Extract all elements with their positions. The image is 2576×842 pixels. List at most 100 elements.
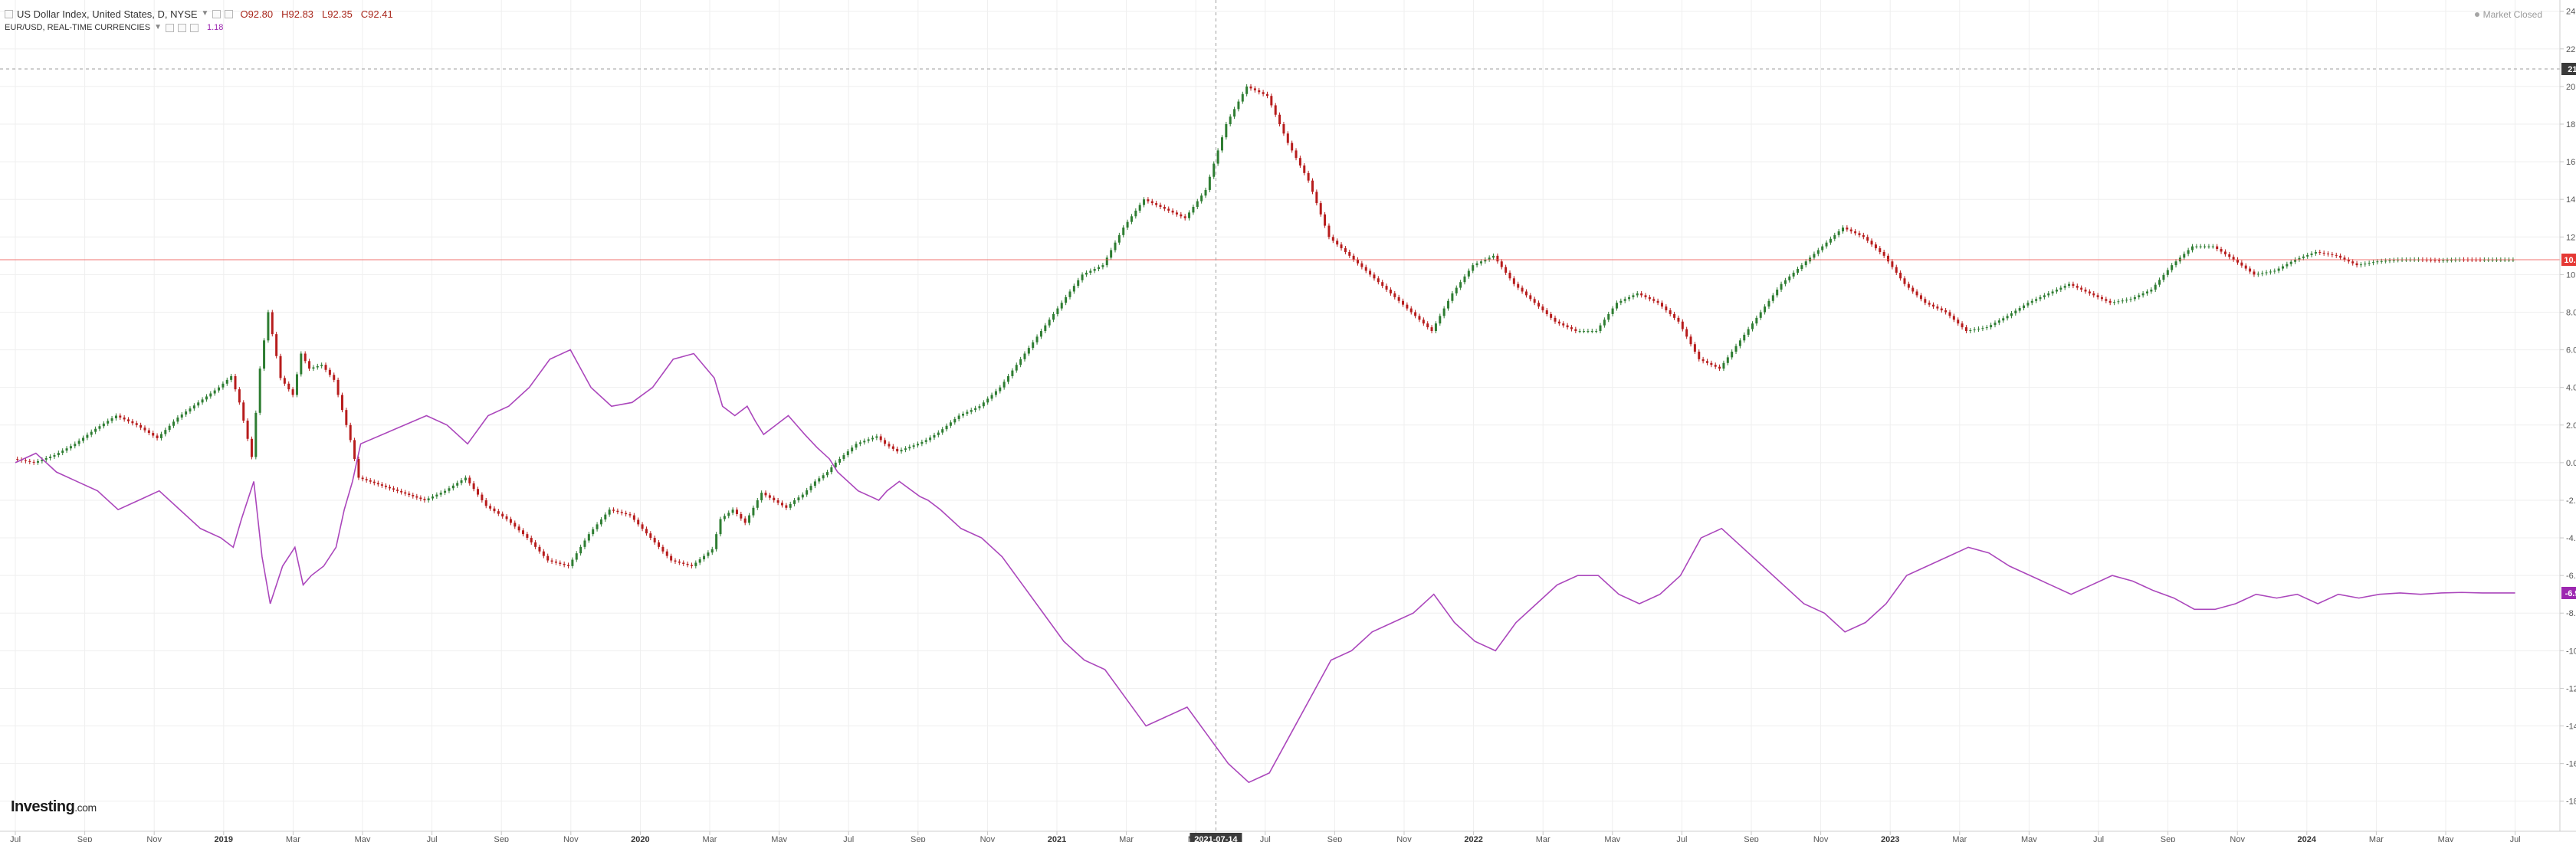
- candle-body[interactable]: [842, 455, 845, 459]
- candle-body[interactable]: [275, 334, 278, 356]
- candle-body[interactable]: [1213, 163, 1216, 177]
- candle-body[interactable]: [1665, 306, 1668, 311]
- candle-body[interactable]: [2096, 295, 2099, 297]
- candle-body[interactable]: [1015, 365, 1018, 371]
- candle-body[interactable]: [509, 519, 512, 523]
- candle-body[interactable]: [1352, 255, 1355, 260]
- candle-body[interactable]: [1385, 286, 1388, 290]
- candle-body[interactable]: [90, 431, 93, 435]
- candle-body[interactable]: [1705, 361, 1708, 363]
- candle-body[interactable]: [176, 417, 179, 422]
- candle-body[interactable]: [2063, 286, 2066, 288]
- candle-body[interactable]: [608, 509, 611, 515]
- candle-body[interactable]: [41, 459, 44, 461]
- candle-body[interactable]: [970, 410, 973, 412]
- candle-body[interactable]: [945, 425, 948, 430]
- candle-body[interactable]: [1784, 280, 1787, 284]
- candle-body[interactable]: [542, 551, 545, 556]
- candle-body[interactable]: [982, 402, 985, 407]
- candle-body[interactable]: [180, 414, 183, 418]
- hide-series-icon[interactable]: [225, 9, 234, 18]
- candle-body[interactable]: [246, 421, 249, 439]
- candle-body[interactable]: [238, 389, 241, 403]
- candle-body[interactable]: [1734, 346, 1738, 352]
- candle-body[interactable]: [1060, 303, 1063, 309]
- candle-body[interactable]: [592, 529, 595, 535]
- candle-body[interactable]: [884, 440, 887, 444]
- candle-body[interactable]: [735, 509, 738, 514]
- candle-body[interactable]: [1418, 316, 1421, 320]
- candle-body[interactable]: [579, 546, 582, 554]
- candle-body[interactable]: [1985, 327, 1988, 329]
- candle-body[interactable]: [197, 402, 200, 406]
- candle-body[interactable]: [1155, 203, 1158, 205]
- candle-body[interactable]: [966, 411, 969, 414]
- candle-body[interactable]: [1463, 276, 1466, 283]
- candle-body[interactable]: [785, 505, 788, 508]
- candle-body[interactable]: [846, 451, 849, 456]
- candle-body[interactable]: [1632, 295, 1635, 297]
- candle-body[interactable]: [287, 383, 290, 390]
- candle-body[interactable]: [2380, 260, 2383, 262]
- candle-body[interactable]: [604, 514, 607, 520]
- candle-body[interactable]: [102, 423, 105, 427]
- candle-body[interactable]: [990, 395, 993, 399]
- candle-body[interactable]: [900, 450, 903, 452]
- candle-body[interactable]: [404, 492, 407, 494]
- candle-body[interactable]: [37, 460, 40, 463]
- candle-body[interactable]: [340, 395, 343, 411]
- candle-body[interactable]: [2183, 254, 2186, 258]
- candle-body[interactable]: [1849, 229, 1852, 231]
- candle-body[interactable]: [710, 549, 714, 553]
- candle-body[interactable]: [2335, 254, 2338, 256]
- candle-body[interactable]: [1866, 237, 1869, 241]
- candle-body[interactable]: [1944, 310, 1948, 313]
- candle-body[interactable]: [825, 472, 829, 476]
- compare-dropdown-icon[interactable]: ▼: [154, 23, 162, 31]
- candle-body[interactable]: [813, 481, 816, 487]
- candle-body[interactable]: [957, 415, 960, 419]
- candle-body[interactable]: [2347, 259, 2350, 262]
- candle-body[interactable]: [1229, 116, 1232, 125]
- candle-body[interactable]: [2141, 293, 2144, 296]
- candle-body[interactable]: [1842, 228, 1845, 231]
- candle-body[interactable]: [472, 483, 475, 490]
- candle-body[interactable]: [1512, 278, 1515, 284]
- candle-body[interactable]: [57, 453, 60, 456]
- candle-body[interactable]: [2039, 297, 2042, 300]
- candle-body[interactable]: [2100, 297, 2103, 300]
- candle-body[interactable]: [1459, 282, 1462, 288]
- candle-body[interactable]: [665, 551, 668, 556]
- candle-body[interactable]: [682, 562, 685, 564]
- candle-body[interactable]: [345, 410, 348, 425]
- candle-body[interactable]: [2108, 300, 2112, 303]
- candle-body[interactable]: [1800, 265, 1803, 270]
- candle-body[interactable]: [1085, 272, 1088, 275]
- candle-body[interactable]: [1270, 96, 1273, 106]
- candle-body[interactable]: [2282, 266, 2285, 269]
- candle-body[interactable]: [1295, 150, 1298, 159]
- candle-body[interactable]: [2343, 257, 2346, 260]
- candle-body[interactable]: [2084, 290, 2087, 292]
- candle-body[interactable]: [1455, 287, 1458, 293]
- candle-body[interactable]: [2244, 265, 2247, 269]
- candle-body[interactable]: [1098, 267, 1101, 270]
- candle-body[interactable]: [1948, 312, 1951, 316]
- candle-body[interactable]: [353, 440, 356, 459]
- candle-body[interactable]: [1007, 375, 1010, 382]
- candle-body[interactable]: [2150, 290, 2153, 292]
- candle-body[interactable]: [65, 448, 68, 451]
- candle-body[interactable]: [937, 432, 940, 435]
- candle-body[interactable]: [1508, 272, 1511, 279]
- candle-body[interactable]: [2059, 287, 2062, 290]
- candle-body[interactable]: [2043, 295, 2046, 297]
- candle-body[interactable]: [209, 393, 212, 397]
- candle-body[interactable]: [392, 488, 395, 490]
- candle-body[interactable]: [1652, 299, 1656, 301]
- candle-body[interactable]: [830, 467, 833, 473]
- candle-body[interactable]: [1451, 293, 1454, 301]
- candle-body[interactable]: [2068, 283, 2071, 287]
- candle-body[interactable]: [743, 518, 747, 523]
- candle-body[interactable]: [2273, 270, 2276, 272]
- candle-body[interactable]: [1130, 216, 1133, 222]
